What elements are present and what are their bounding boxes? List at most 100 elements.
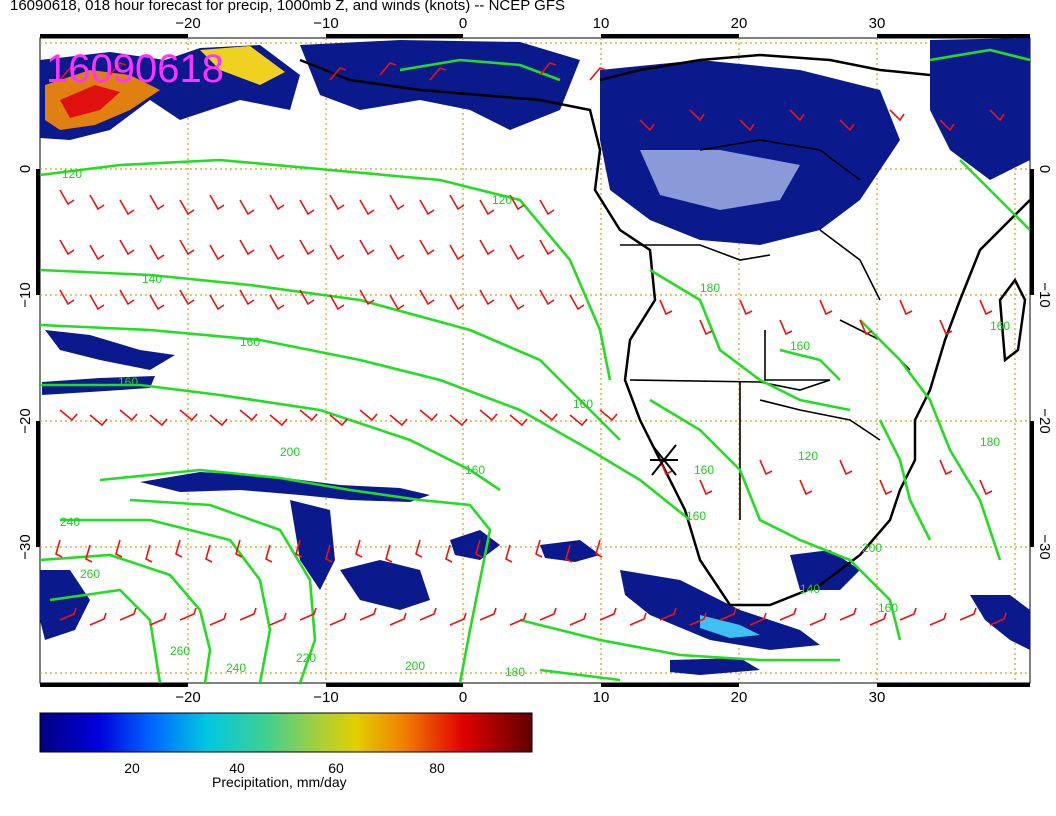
lon-tick-label: 10	[593, 15, 610, 32]
colorbar-tick-label: 80	[429, 760, 445, 776]
contour-northeast	[929, 48, 1030, 62]
contour-260	[49, 588, 162, 683]
contour-label: 200	[405, 659, 425, 673]
contour-north	[399, 58, 561, 82]
lat-tick-label: −10	[1036, 282, 1053, 307]
precip-area-africa-north-light	[640, 150, 800, 210]
date-stamp: 16090618	[46, 47, 224, 91]
contour-label: 260	[170, 644, 190, 658]
precip-area-cape-front-core	[700, 615, 760, 638]
precip-area-nw-peak	[60, 85, 120, 118]
contour-160b	[40, 383, 501, 492]
colorbar-tick-label: 40	[229, 760, 245, 776]
contour-inland-3	[859, 319, 1002, 561]
axis-top-labels: −20 −10 0 10 20 30	[175, 15, 885, 32]
contour-label: 180	[700, 281, 720, 295]
contour-label: 160	[878, 601, 898, 615]
contour-south-1	[519, 618, 840, 662]
lon-tick-label: −20	[175, 15, 200, 32]
contour-240	[40, 553, 212, 683]
contour-160a	[40, 323, 691, 522]
contour-label: 180	[505, 665, 525, 679]
graticule	[40, 38, 1030, 683]
contour-label: 160	[686, 509, 706, 523]
precip-area-south-africa	[790, 550, 860, 590]
precip-area-south-blob-1	[340, 560, 430, 610]
contour-label: 160	[694, 463, 714, 477]
precip-area-northeast	[930, 38, 1030, 180]
location-marker-icon	[650, 444, 678, 476]
lon-tick-label: −10	[313, 15, 338, 32]
precip-area-southeast	[970, 595, 1030, 650]
coastlines	[299, 53, 1030, 607]
lon-tick-label: 10	[593, 689, 610, 706]
lon-tick-label: −20	[175, 689, 200, 706]
contour-label: 220	[296, 651, 316, 665]
lon-tick-label: −10	[313, 689, 338, 706]
contour-140	[40, 268, 621, 441]
colorbar-tick-label: 20	[124, 760, 140, 776]
africa-coastline	[299, 58, 1030, 607]
contour-label: 240	[226, 661, 246, 675]
lon-tick-label: 20	[731, 689, 748, 706]
north-africa-coast	[599, 53, 931, 82]
contour-label: 120	[492, 193, 512, 207]
precip-area-west-band-1	[45, 330, 175, 370]
colorbar-title: Precipitation, mm/day	[212, 774, 347, 790]
lon-tick-label: 0	[459, 15, 467, 32]
precip-area-cape-front	[620, 570, 820, 650]
precip-area-southwest	[40, 570, 90, 640]
lat-tick-label: −30	[17, 534, 34, 559]
madagascar-coast	[998, 277, 1027, 363]
precip-area-north	[300, 40, 580, 130]
lat-tick-label: 0	[1036, 165, 1053, 173]
colorbar-ticks: 20 40 60 80	[124, 760, 445, 776]
contour-label: 200	[862, 541, 882, 555]
lon-tick-label: 20	[731, 15, 748, 32]
axis-bottom-labels: −20 −10 0 10 20 30	[175, 689, 885, 706]
lat-tick-label: −30	[1036, 534, 1053, 559]
wind-barbs	[55, 62, 1007, 626]
lon-tick-label: 0	[459, 689, 467, 706]
contour-label: 120	[62, 167, 82, 181]
precip-areas	[40, 38, 1030, 675]
contour-label: 120	[798, 449, 818, 463]
contour-inland-1	[649, 268, 851, 412]
lon-tick-label: 30	[869, 15, 886, 32]
contour-label: 200	[280, 445, 300, 459]
contour-south-2	[539, 668, 621, 682]
contour-east	[959, 159, 1030, 231]
precip-area-south-tongue	[290, 500, 335, 590]
z1000-contours	[40, 48, 1030, 683]
contour-label: 160	[573, 397, 593, 411]
precip-area-nw-rim	[200, 46, 285, 85]
contour-label: 160	[240, 335, 260, 349]
contour-200	[129, 498, 317, 683]
precip-area-south-band	[140, 472, 430, 502]
contour-labels: 120 120 140 160 160 160 160 160 160 180 …	[60, 167, 1010, 679]
contour-inland-2	[649, 398, 902, 641]
contour-label: 240	[60, 515, 80, 529]
contour-label: 260	[80, 567, 100, 581]
frame-tick-bars	[36, 34, 1034, 687]
colorbar-tick-label: 60	[328, 760, 344, 776]
colorbar	[39, 712, 533, 753]
contour-inland-5	[878, 419, 932, 541]
lat-tick-label: −20	[17, 408, 34, 433]
lat-tick-label: 0	[17, 165, 34, 173]
lon-tick-label: 30	[869, 689, 886, 706]
contour-label: 160	[790, 339, 810, 353]
map-title: 16090618, 018 hour forecast for precip, …	[10, 0, 565, 14]
lat-tick-label: −20	[1036, 408, 1053, 433]
lat-tick-label: −10	[17, 282, 34, 307]
axis-left-labels: 0 −10 −20 −30	[17, 165, 34, 560]
contour-label: 160	[465, 463, 485, 477]
contour-180	[99, 468, 492, 683]
contour-label: 140	[800, 582, 820, 596]
contour-120	[40, 158, 612, 381]
contour-label: 160	[118, 375, 138, 389]
contour-label: 180	[980, 435, 1000, 449]
contour-label: 160	[990, 319, 1010, 333]
precip-area-south-tip	[670, 658, 760, 675]
axis-right-labels: 0 −10 −20 −30	[1036, 165, 1053, 560]
